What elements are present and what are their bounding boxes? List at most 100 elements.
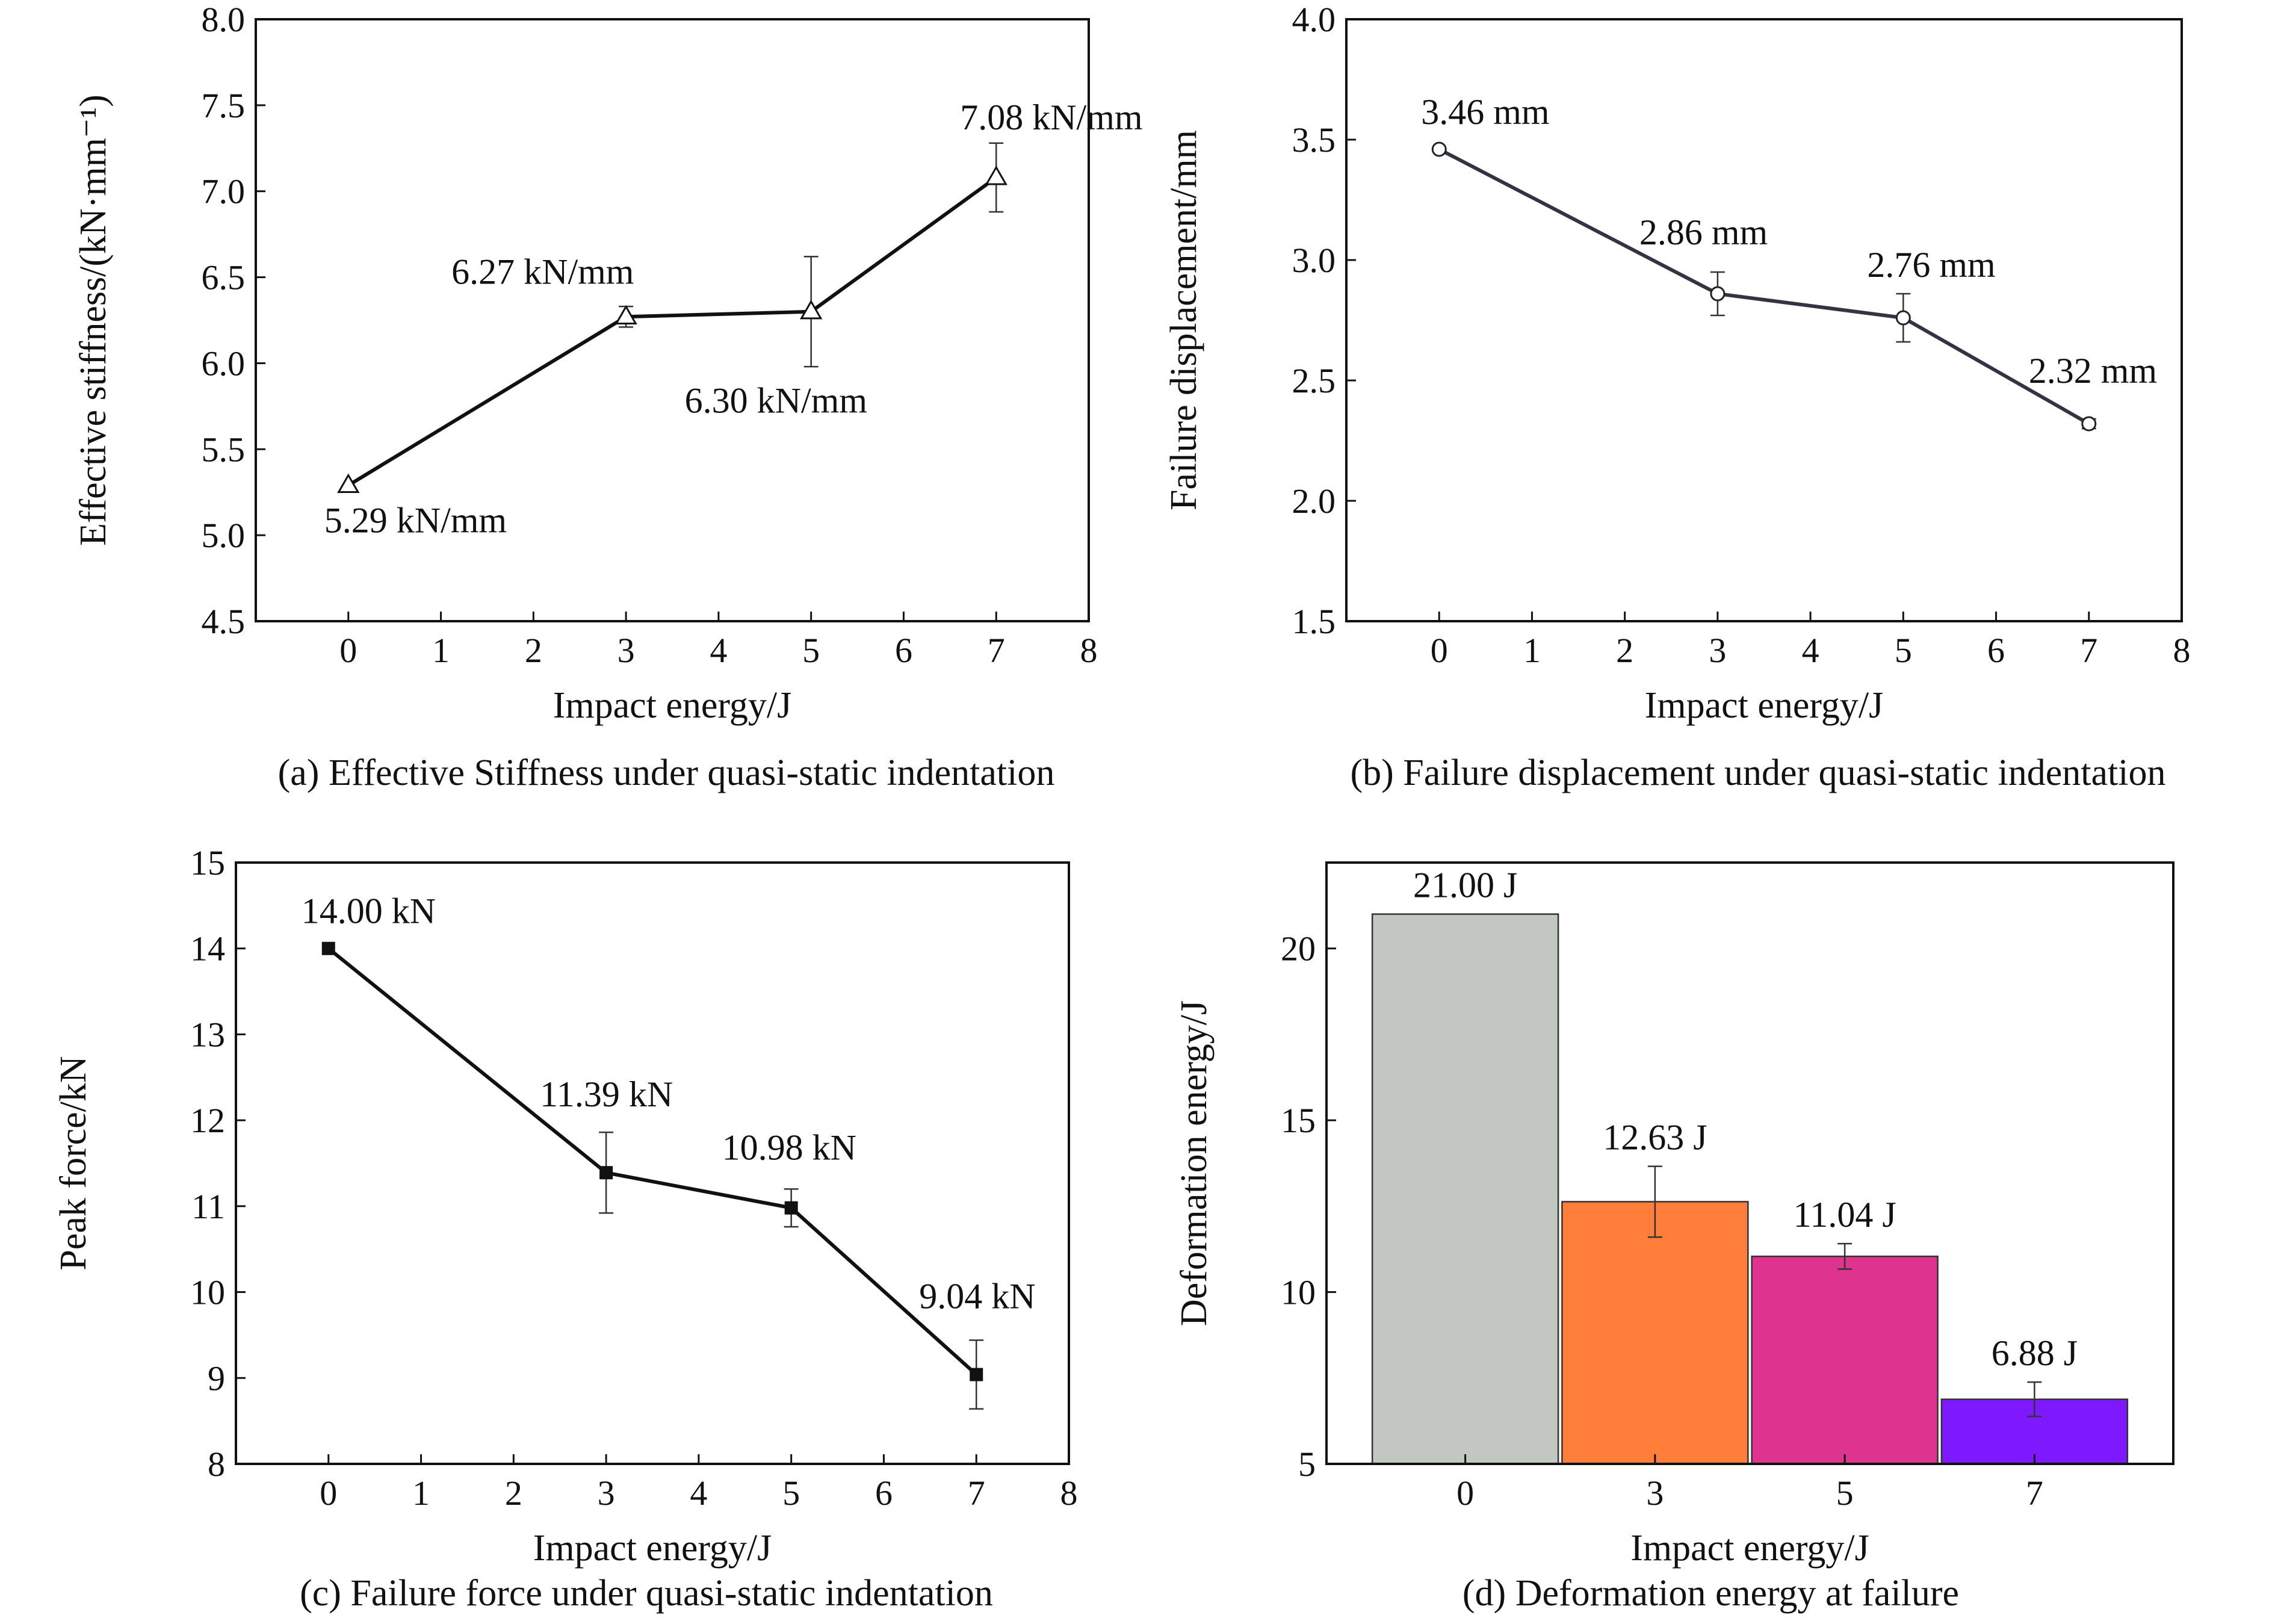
y-tick-label: 2.0 — [1292, 482, 1336, 521]
plot-frame — [1345, 18, 2183, 622]
x-tick-label: 1 — [432, 631, 450, 670]
x-tick-label: 7 — [968, 1474, 985, 1513]
x-tick-label: 6 — [875, 1474, 893, 1513]
x-tick-label: 3 — [618, 631, 635, 670]
data-point — [799, 299, 823, 320]
x-tick-label: 5 — [782, 1474, 800, 1513]
x-tick-label: 6 — [1987, 631, 2005, 670]
y-tick-label: 8.0 — [202, 0, 246, 39]
y-tick-label: 5 — [1298, 1445, 1316, 1484]
series-line — [1438, 147, 2090, 426]
x-axis-label: Impact energy/J — [1630, 1528, 1869, 1569]
data-label: 2.86 mm — [1639, 212, 1768, 252]
data-label: 6.30 kN/mm — [685, 381, 867, 421]
data-label: 11.04 J — [1794, 1195, 1896, 1235]
x-tick-label: 5 — [1895, 631, 1912, 670]
panel-caption: (d) Deformation energy at failure — [1462, 1573, 1959, 1614]
x-tick-label: 3 — [598, 1474, 615, 1513]
y-tick-label: 15 — [190, 843, 225, 882]
y-tick-label: 1.5 — [1292, 602, 1336, 641]
x-tick-label: 2 — [1616, 631, 1633, 670]
x-tick-label: 4 — [690, 1474, 707, 1513]
panel-caption: (a) Effective Stiffness under quasi-stat… — [278, 752, 1055, 793]
data-point — [1895, 310, 1911, 326]
x-tick-label: 3 — [1646, 1474, 1664, 1513]
data-label: 10.98 kN — [722, 1128, 856, 1168]
x-tick-label: 5 — [802, 631, 820, 670]
data-label: 6.88 J — [1992, 1333, 2078, 1373]
x-axis-label: Impact energy/J — [553, 685, 792, 726]
data-label: 2.32 mm — [2029, 351, 2157, 391]
y-tick-label: 3.0 — [1292, 241, 1336, 280]
data-point — [599, 1166, 613, 1180]
bar — [1751, 1255, 1939, 1465]
panel-d: 5 10 15 20 0 21.00 J 3 12.63 J 5 11.04 J 7 6.88 J Im… — [1174, 861, 2174, 1614]
x-tick-label: 5 — [1836, 1474, 1854, 1513]
y-axis-label: Deformation energy/J — [1174, 1000, 1215, 1326]
y-tick-label: 2.5 — [1292, 361, 1336, 400]
plot-frame — [1325, 861, 2174, 1465]
y-axis-label: Peak force/kN — [53, 1056, 94, 1270]
x-tick-label: 2 — [525, 631, 542, 670]
y-tick-label: 13 — [190, 1015, 225, 1054]
x-tick-label: 3 — [1709, 631, 1726, 670]
data-point — [1431, 141, 1447, 157]
x-tick-label: 4 — [710, 631, 727, 670]
data-label: 3.46 mm — [1421, 92, 1549, 132]
y-tick-label: 3.5 — [1292, 120, 1336, 160]
panel-caption: (c) Failure force under quasi-static ind… — [300, 1573, 993, 1614]
x-axis-label: Impact energy/J — [533, 1528, 772, 1569]
x-tick-label: 7 — [2080, 631, 2097, 670]
y-tick-label: 12 — [190, 1101, 225, 1140]
y-tick-label: 10 — [1281, 1273, 1316, 1312]
y-tick-label: 10 — [190, 1273, 225, 1312]
data-label: 7.08 kN/mm — [960, 98, 1142, 137]
data-point — [985, 166, 1008, 185]
y-tick-label: 8 — [208, 1445, 225, 1484]
x-tick-label: 0 — [320, 1474, 337, 1513]
plot-frame — [255, 18, 1090, 622]
y-tick-label: 7.0 — [202, 172, 246, 211]
series-line — [327, 947, 978, 1376]
data-point — [784, 1201, 798, 1215]
data-point — [614, 305, 637, 324]
y-tick-label: 7.5 — [202, 86, 246, 125]
x-tick-label: 0 — [1456, 1474, 1474, 1513]
x-tick-label: 7 — [988, 631, 1005, 670]
data-label: 6.27 kN/mm — [451, 252, 634, 291]
x-tick-label: 7 — [2026, 1474, 2043, 1513]
y-tick-label: 15 — [1281, 1101, 1316, 1140]
x-tick-label: 0 — [339, 631, 357, 670]
data-point — [337, 473, 360, 493]
y-tick-label: 5.0 — [202, 516, 246, 555]
y-tick-label: 14 — [190, 929, 225, 969]
y-tick-label: 5.5 — [202, 430, 246, 469]
x-tick-label: 6 — [895, 631, 912, 670]
x-tick-label: 1 — [412, 1474, 430, 1513]
data-label: 11.39 kN — [540, 1074, 673, 1114]
data-point — [970, 1368, 983, 1381]
panel-b: 1.5 2.0 2.5 3.0 3.5 4.0 0 1 2 3 4 5 6 7 8 Impact energy… — [1163, 0, 2191, 793]
panel-caption: (b) Failure displacement under quasi-sta… — [1351, 752, 2166, 793]
x-tick-label: 4 — [1802, 631, 1819, 670]
panel-a: 4.5 5.0 5.5 6.0 6.5 7.0 7.5 8.0 0 1 2 3 4 5 6 7 8 Impact … — [73, 0, 1143, 793]
plot-frame — [235, 861, 1070, 1465]
data-label: 2.76 mm — [1867, 245, 1995, 285]
y-tick-label: 6.0 — [202, 344, 246, 383]
y-tick-label: 20 — [1281, 929, 1316, 969]
y-axis-label: Effective stiffness/(kN·mm⁻¹) — [73, 95, 114, 546]
y-tick-label: 6.5 — [202, 258, 246, 297]
data-label: 12.63 J — [1603, 1118, 1707, 1158]
data-label: 14.00 kN — [302, 891, 436, 931]
data-point — [1710, 286, 1726, 302]
data-point — [2081, 416, 2097, 432]
series-line — [347, 176, 997, 487]
x-tick-label: 8 — [2173, 631, 2191, 670]
x-tick-label: 8 — [1080, 631, 1098, 670]
data-label: 9.04 kN — [919, 1277, 1035, 1316]
data-label: 21.00 J — [1413, 866, 1517, 905]
x-tick-label: 1 — [1523, 631, 1541, 670]
x-tick-label: 0 — [1431, 631, 1448, 670]
